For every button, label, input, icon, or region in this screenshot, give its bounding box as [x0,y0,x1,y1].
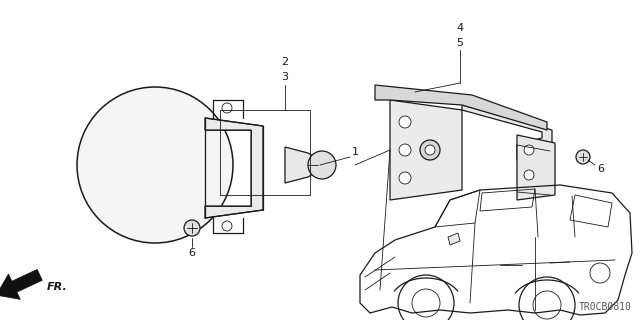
Circle shape [184,220,200,236]
Circle shape [222,221,232,231]
Circle shape [399,172,411,184]
Bar [220,110,310,195]
Polygon shape [0,269,42,300]
Text: 6: 6 [189,248,195,258]
Text: FR.: FR. [47,282,68,292]
Text: 5: 5 [456,38,463,48]
Text: 2: 2 [282,57,289,67]
Polygon shape [462,105,552,165]
Text: TR0CB0810: TR0CB0810 [579,302,632,312]
Polygon shape [448,233,460,245]
Text: 1: 1 [351,147,358,157]
Text: 4: 4 [456,23,463,33]
Circle shape [420,140,440,160]
Circle shape [77,87,233,243]
Circle shape [425,145,435,155]
Polygon shape [375,85,547,130]
Circle shape [576,150,590,164]
Polygon shape [517,135,555,200]
Circle shape [399,144,411,156]
Circle shape [222,103,232,113]
Text: 3: 3 [282,72,289,82]
Polygon shape [390,100,462,200]
Circle shape [524,145,534,155]
Circle shape [308,151,336,179]
Circle shape [399,116,411,128]
Polygon shape [285,147,318,183]
Polygon shape [205,118,263,218]
Text: 6: 6 [598,164,605,174]
Circle shape [524,170,534,180]
